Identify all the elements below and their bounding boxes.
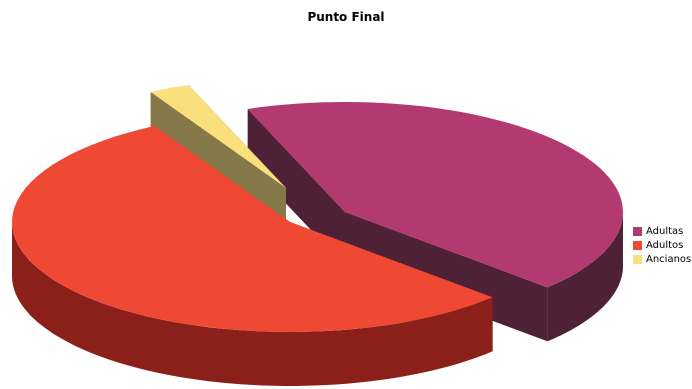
chart-title: Punto Final [307, 10, 385, 24]
pie-slice-adultos [12, 125, 493, 333]
legend-swatch [633, 240, 642, 250]
legend-label: Ancianos [646, 253, 692, 265]
legend: Adultas Adultos Ancianos [633, 224, 691, 266]
pie-slice-adultas-edge [547, 212, 623, 342]
pie-slice-ancianos [150, 85, 286, 188]
legend-label: Adultos [646, 239, 684, 251]
legend-label: Adultas [646, 225, 684, 237]
legend-swatch [633, 226, 642, 236]
pie-slice-adultas-wall [247, 108, 345, 266]
legend-item-adultos: Adultos [633, 238, 691, 252]
legend-swatch [633, 254, 642, 264]
pie-slice-adultas [247, 102, 623, 288]
legend-item-adultas: Adultas [633, 224, 691, 238]
pie-slice-adultos-edge [12, 222, 493, 386]
legend-item-ancianos: Ancianos [633, 252, 691, 266]
pie-tops [12, 85, 623, 333]
pie-slice-adultas-wall [345, 212, 548, 342]
